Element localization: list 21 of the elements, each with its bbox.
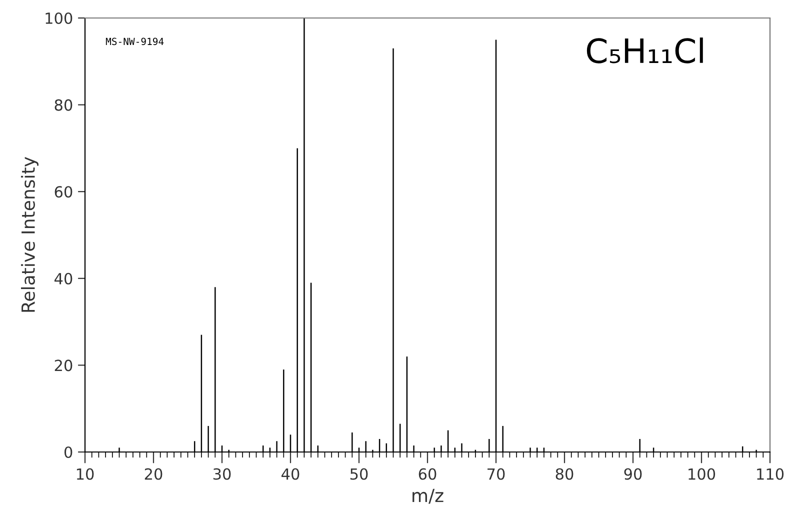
x-tick-label: 30 bbox=[213, 468, 231, 480]
x-tick-label: 80 bbox=[556, 468, 574, 480]
x-axis-title: m/z bbox=[412, 488, 444, 504]
y-tick-label: 40 bbox=[54, 272, 72, 284]
x-tick-label: 60 bbox=[418, 468, 436, 480]
y-tick-label: 60 bbox=[54, 186, 72, 198]
y-tick-label: 100 bbox=[46, 12, 72, 24]
x-tick-label: 90 bbox=[624, 468, 642, 480]
x-tick-label: 110 bbox=[757, 468, 784, 480]
x-tick-label: 70 bbox=[488, 468, 505, 480]
x-tick-label: 100 bbox=[688, 468, 716, 480]
y-axis-title: Relative Intensity bbox=[21, 156, 38, 312]
annotation: C₅H₁₁Cl bbox=[586, 38, 703, 64]
x-tick-label: 50 bbox=[350, 468, 368, 480]
y-tick-label: 20 bbox=[54, 360, 72, 372]
x-tick-label: 10 bbox=[76, 468, 94, 480]
x-tick-label: 20 bbox=[144, 468, 162, 480]
y-tick-label: 80 bbox=[54, 99, 72, 111]
x-tick-label: 40 bbox=[282, 468, 300, 480]
y-tick-label: 0 bbox=[64, 446, 72, 458]
annotation: MS-NW-9194 bbox=[106, 38, 164, 46]
